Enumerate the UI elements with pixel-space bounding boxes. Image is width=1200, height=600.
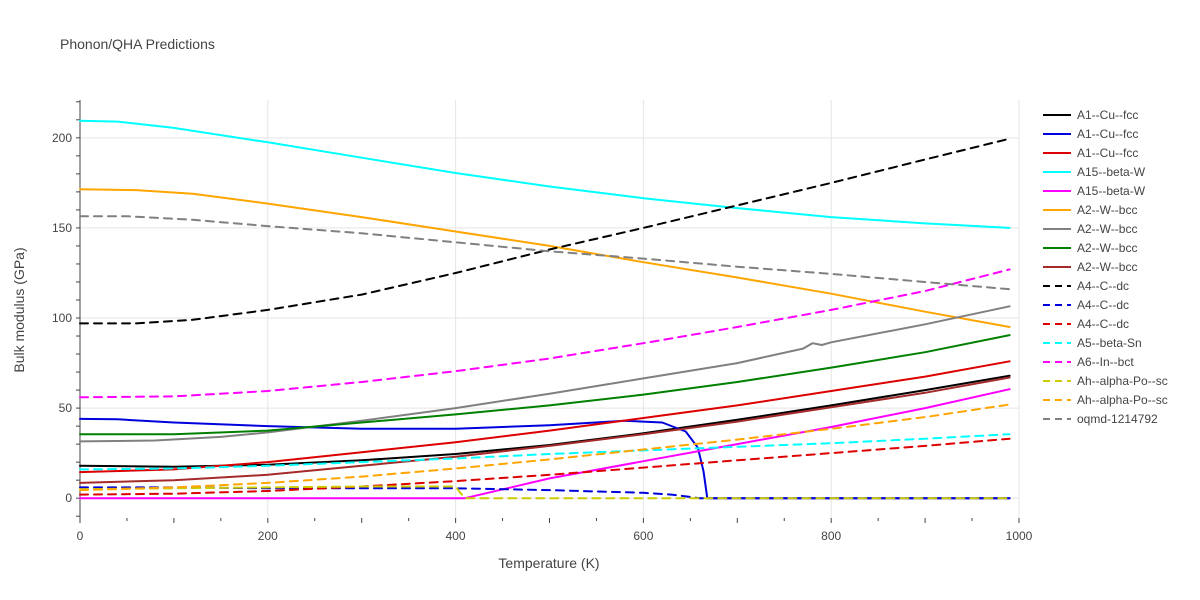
legend-label: A6--In--bct [1077,355,1134,369]
legend-label: A2--W--bcc [1077,203,1137,217]
legend-label: A1--Cu--fcc [1077,127,1138,141]
y-tick-label: 200 [52,131,72,145]
series-line [79,433,1011,471]
legend-label: Ah--alpha-Po--sc [1077,393,1168,407]
series-line [79,215,1011,291]
series-line [79,268,1011,399]
y-tick-label: 100 [52,311,72,325]
legend-label: A5--beta-Sn [1077,336,1142,350]
x-axis-title: Temperature (K) [498,555,599,571]
y-tick-label: 150 [52,221,72,235]
y-tick-label: 0 [65,491,72,505]
legend-label: A2--W--bcc [1077,222,1137,236]
x-tick-label: 0 [77,529,84,543]
x-tick-label: 1000 [1006,529,1033,543]
x-tick-label: 600 [633,529,653,543]
series-line [79,437,1011,496]
legend-label: A1--Cu--fcc [1077,146,1138,160]
series-line [79,305,1011,443]
series-line [79,334,1011,436]
legend-label: oqmd-1214792 [1077,412,1158,426]
x-tick-label: 800 [821,529,841,543]
y-axis-title: Bulk modulus (GPa) [11,247,27,372]
legend-label: A2--W--bcc [1077,241,1137,255]
series-line [79,485,1011,500]
series-line [79,137,1011,325]
x-tick-label: 400 [446,529,466,543]
series-line [79,360,1011,474]
legend-label: A2--W--bcc [1077,260,1137,274]
grid-lines [79,100,1020,518]
legend-label: A15--beta-W [1077,165,1146,179]
chart-title: Phonon/QHA Predictions [60,36,215,52]
series-line [79,374,1011,468]
series-line [79,188,1011,328]
series-line [79,119,1011,229]
legend-label: A4--C--dc [1077,279,1129,293]
legend: A1--Cu--fcc A1--Cu--fcc A1--Cu--fcc A15--be… [1043,108,1168,426]
y-tick-label: 50 [59,401,73,415]
legend-label: A4--C--dc [1077,317,1129,331]
series-line [79,376,1011,484]
axes: 0 200 400 600 800 1000 0 50 100 150 200 [52,100,1033,543]
legend-label: A15--beta-W [1077,184,1146,198]
legend-label: Ah--alpha-Po--sc [1077,374,1168,388]
legend-label: A4--C--dc [1077,298,1129,312]
series-line [79,403,1011,492]
series-layer [79,119,1011,500]
x-tick-label: 200 [258,529,278,543]
legend-label: A1--Cu--fcc [1077,108,1138,122]
